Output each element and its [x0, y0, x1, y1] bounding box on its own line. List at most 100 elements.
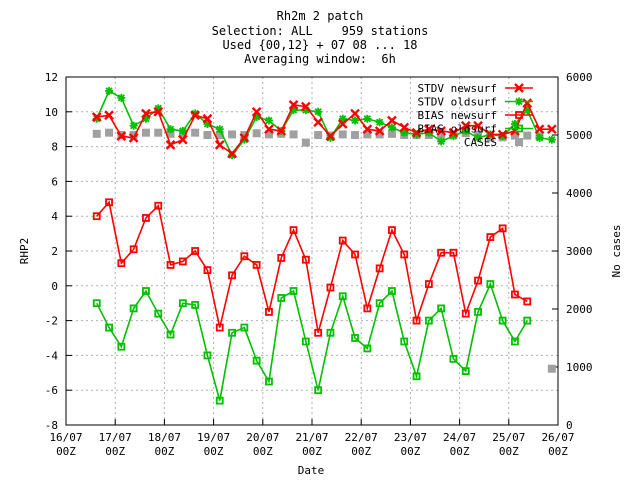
x-tick-label-date: 23/07 [394, 431, 427, 444]
legend-marker-stdv-oldsurf [515, 97, 523, 106]
data-point [314, 328, 323, 337]
data-point [424, 124, 434, 135]
data-point [228, 328, 236, 337]
data-point [264, 130, 273, 139]
y2-tick-label: 0 [566, 419, 573, 432]
x-tick-label-date: 21/07 [295, 431, 328, 444]
x-tick-label-hour: 00Z [400, 445, 420, 458]
data-point [338, 114, 347, 123]
data-point [387, 115, 397, 126]
data-point [91, 112, 102, 122]
data-point [154, 128, 163, 137]
data-point [301, 337, 310, 346]
data-point [105, 86, 114, 95]
data-point [474, 276, 482, 285]
data-point [350, 108, 360, 119]
data-point [449, 132, 458, 141]
data-point [129, 304, 138, 313]
data-point [547, 135, 556, 144]
data-point [92, 299, 101, 308]
series-bias-oldsurf [92, 280, 532, 405]
x-tick-label-hour: 00Z [253, 445, 273, 458]
data-point [388, 287, 396, 295]
data-point [498, 224, 507, 233]
data-point [474, 307, 482, 316]
data-point [165, 140, 176, 150]
data-point [523, 297, 532, 306]
series-stdv-newsurf [91, 98, 557, 159]
chart-title-line-3: Used {00,12} + 07 08 ... 18 [222, 38, 418, 52]
x-tick-label-hour: 00Z [105, 445, 125, 458]
data-point [92, 212, 101, 221]
data-point [301, 255, 310, 264]
data-point [289, 130, 298, 139]
y-tick-label: 8 [51, 141, 58, 154]
data-point [117, 259, 126, 268]
y2-tick-label: 3000 [566, 245, 593, 258]
legend-label-cases: CASES [464, 136, 497, 149]
data-point [486, 280, 495, 288]
data-point [215, 125, 224, 134]
x-tick-label-date: 18/07 [148, 431, 181, 444]
x-tick-label-date: 22/07 [345, 431, 378, 444]
data-point [511, 337, 519, 346]
data-point [277, 294, 286, 302]
data-point [412, 372, 421, 381]
data-point [461, 309, 470, 318]
data-point [142, 214, 150, 222]
chart-title-line-2: Selection: ALL 959 stations [211, 24, 429, 38]
data-point [351, 116, 360, 125]
data-point [301, 138, 310, 147]
data-point [265, 307, 273, 316]
data-point [178, 299, 187, 308]
data-point [412, 316, 421, 325]
y-tick-label: 6 [51, 175, 58, 188]
data-point [166, 129, 175, 138]
data-point [277, 254, 286, 262]
y2-tick-label: 5000 [566, 129, 593, 142]
data-point [105, 128, 114, 137]
x-tick-label-hour: 00Z [56, 445, 76, 458]
data-point [326, 328, 335, 337]
data-point [461, 367, 470, 375]
data-point [240, 135, 249, 144]
data-point [228, 130, 237, 139]
data-point [325, 131, 336, 142]
legend-label-bias-newsurf: BIAS newsurf [418, 109, 497, 122]
data-point [534, 124, 545, 135]
data-point [203, 351, 212, 360]
data-point [535, 133, 544, 142]
data-point [166, 330, 175, 339]
data-point [351, 131, 360, 139]
data-point [338, 236, 347, 245]
data-point [363, 114, 372, 123]
data-point [460, 120, 471, 131]
data-point [375, 264, 384, 273]
series-stdv-oldsurf [92, 86, 556, 160]
data-point [338, 292, 347, 301]
data-point [522, 98, 533, 108]
data-point [387, 123, 396, 132]
data-point [203, 266, 212, 275]
data-point [154, 104, 163, 113]
data-point [388, 226, 396, 235]
data-point [215, 323, 224, 332]
data-point [105, 323, 113, 332]
data-point [523, 316, 532, 325]
data-point [117, 93, 126, 102]
data-point [437, 304, 446, 313]
data-point [461, 126, 470, 135]
data-point [498, 316, 507, 325]
data-point [92, 114, 101, 123]
data-point [351, 250, 359, 259]
data-point [523, 106, 532, 115]
data-point [412, 130, 421, 139]
data-point [117, 342, 126, 351]
data-point [154, 201, 163, 210]
data-point [153, 106, 164, 117]
data-point [129, 121, 138, 130]
x-tick-label-hour: 00Z [499, 445, 519, 458]
data-point [485, 129, 496, 140]
data-point [399, 122, 410, 133]
legend-marker-bias-oldsurf [515, 124, 523, 133]
